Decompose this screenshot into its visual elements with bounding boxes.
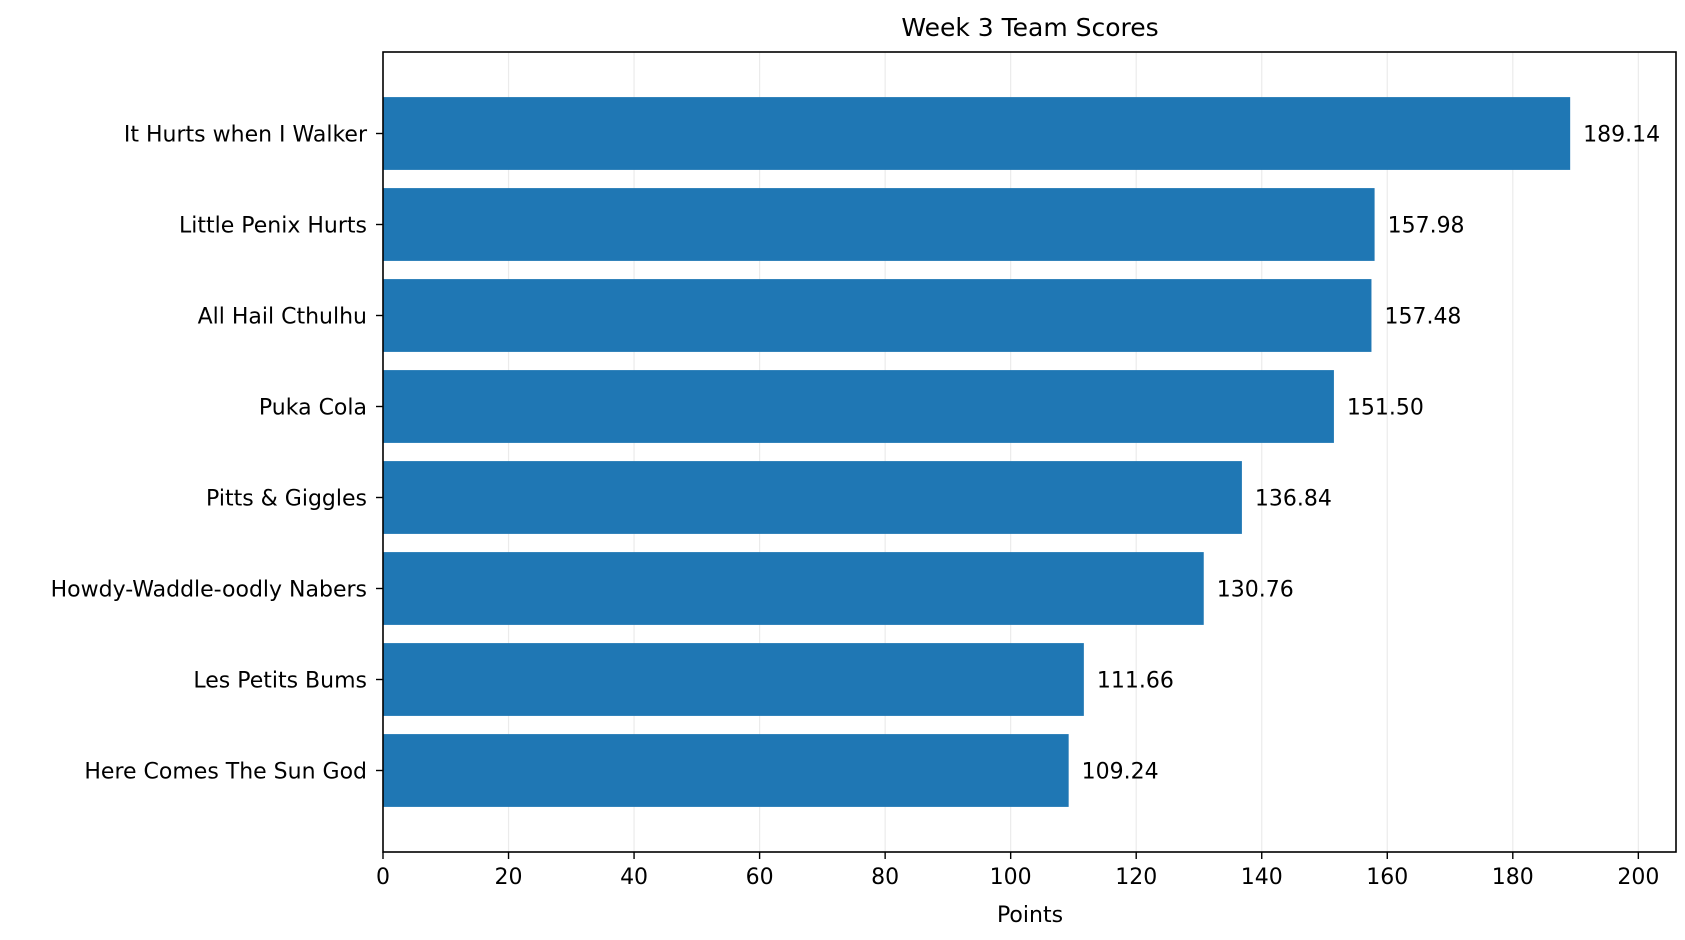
x-axis-label: Points [997, 903, 1063, 928]
bar [383, 643, 1084, 716]
bar [383, 461, 1242, 534]
chart-title: Week 3 Team Scores [901, 13, 1158, 42]
x-tick-label: 80 [871, 865, 899, 890]
data-label: 151.50 [1347, 396, 1424, 421]
bar [383, 370, 1334, 443]
data-label: 157.98 [1388, 214, 1465, 239]
label-layer: 189.14 157.98 157.48 151.50 136.84 130.76 111.… [1082, 123, 1660, 785]
x-tick-label: 40 [620, 865, 648, 890]
bar [383, 734, 1069, 807]
x-tick-label: 100 [990, 865, 1032, 890]
data-label: 157.48 [1384, 305, 1461, 330]
y-tick-label: Little Penix Hurts [179, 214, 367, 239]
data-label: 111.66 [1097, 669, 1174, 694]
y-tick-label: Here Comes The Sun God [84, 760, 367, 785]
x-axis: 0 20 40 60 80 100 120 140 160 180 200 [376, 852, 1659, 890]
x-tick-label: 140 [1241, 865, 1283, 890]
grid-layer [382, 52, 1639, 852]
x-tick-label: 120 [1115, 865, 1157, 890]
y-tick-label: Pitts & Giggles [206, 487, 367, 512]
plot-frame [382, 51, 1677, 853]
data-label: 136.84 [1255, 487, 1332, 512]
bar [383, 279, 1372, 352]
y-tick-label: It Hurts when I Walker [124, 123, 368, 148]
x-tick-label: 20 [495, 865, 523, 890]
bar [383, 552, 1204, 625]
y-axis: It Hurts when I Walker Little Penix Hurts… [51, 123, 383, 785]
y-tick-label: Puka Cola [259, 396, 367, 421]
data-label: 109.24 [1082, 760, 1159, 785]
y-tick-label: Les Petits Bums [193, 669, 367, 694]
x-tick-label: 180 [1492, 865, 1534, 890]
x-tick-label: 60 [746, 865, 774, 890]
x-tick-label: 0 [376, 865, 390, 890]
data-label: 189.14 [1583, 123, 1660, 148]
bar-layer [383, 97, 1571, 807]
x-tick-label: 160 [1366, 865, 1408, 890]
x-tick-label: 200 [1617, 865, 1659, 890]
y-tick-label: Howdy-Waddle-oodly Nabers [51, 578, 367, 603]
data-label: 130.76 [1217, 578, 1294, 603]
y-tick-label: All Hail Cthulhu [198, 305, 367, 330]
bar [383, 97, 1571, 170]
bar [383, 188, 1375, 261]
